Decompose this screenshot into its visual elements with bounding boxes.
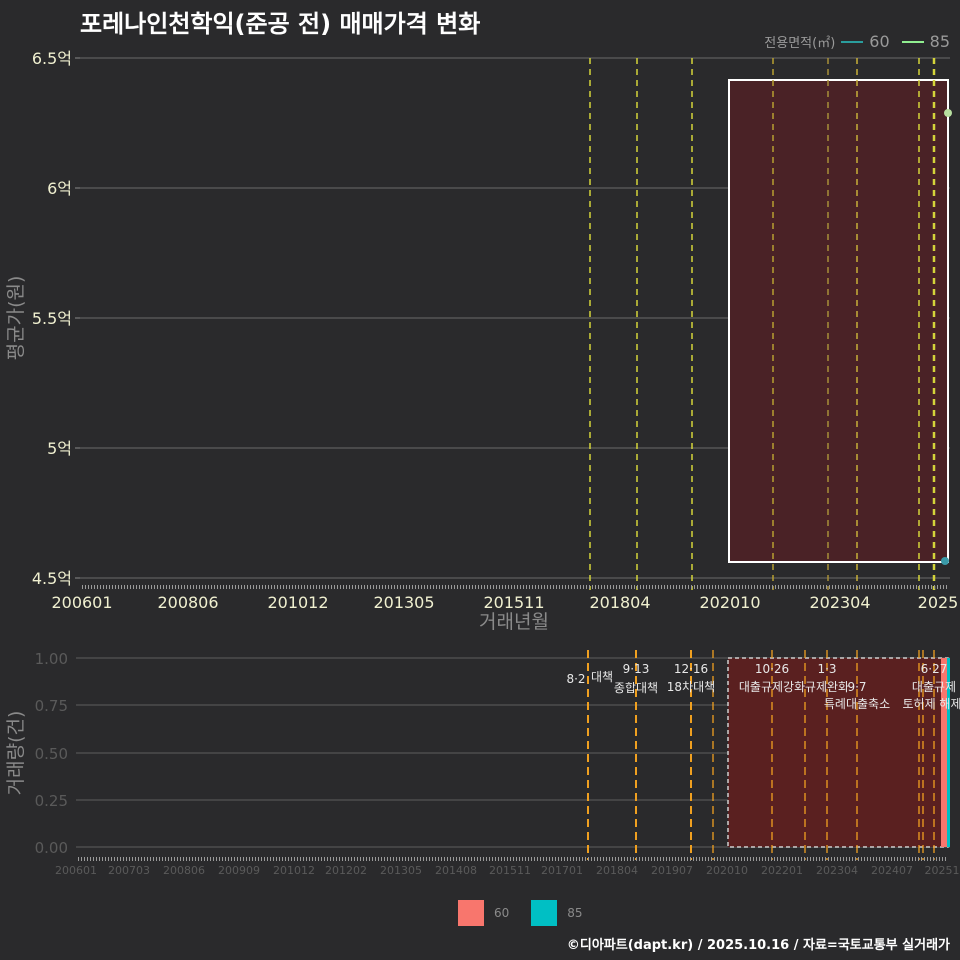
- svg-text:200703: 200703: [108, 864, 150, 877]
- bar-60[interactable]: [941, 658, 947, 847]
- svg-text:201305: 201305: [373, 593, 434, 612]
- annotation-label-8-2: 대책: [591, 669, 613, 684]
- y-tick-6-5: 6.5억: [32, 49, 72, 68]
- svg-text:202010: 202010: [699, 593, 760, 612]
- legend-bottom-label-60: 60: [494, 906, 510, 920]
- bottom-legend: 60 85: [458, 900, 583, 926]
- y-tick-5-5: 5.5억: [32, 309, 72, 328]
- price-highlight-rect: [728, 79, 949, 563]
- legend-area: 전용면적(㎡) 60 85: [764, 32, 950, 51]
- annotation-date-9-13: 9·13: [623, 662, 650, 676]
- svg-text:201012: 201012: [273, 864, 315, 877]
- annotation-date-1-3: 1·3: [817, 662, 836, 676]
- svg-text:201511: 201511: [483, 593, 544, 612]
- volume-policy-lines: [587, 650, 935, 860]
- point-85[interactable]: [944, 109, 952, 117]
- svg-text:202304: 202304: [816, 864, 858, 877]
- volume-chart: 1.00 0.75 0.50 0.25 0.00 거래량(건): [5, 650, 960, 877]
- y-tick-4-5: 4.5억: [32, 569, 72, 588]
- annotation-date-6-27: 6·27: [921, 662, 948, 676]
- svg-text:201511: 201511: [489, 864, 531, 877]
- annotation-date-9-7: 9·7: [847, 680, 866, 694]
- svg-text:202010: 202010: [706, 864, 748, 877]
- svg-text:0.00: 0.00: [35, 839, 68, 857]
- chart-title: 포레나인천학익(준공 전) 매매가격 변화: [80, 10, 481, 38]
- svg-text:201804: 201804: [596, 864, 638, 877]
- svg-text:201012: 201012: [267, 593, 328, 612]
- source-credit: ©디아파트(dapt.kr) / 2025.10.16 / 자료=국토교통부 실…: [566, 938, 950, 953]
- annotation-label-1-3: 규제완화: [805, 680, 849, 694]
- legend-swatch-60: [841, 40, 864, 43]
- annotation-label-6-27: 대출규제: [912, 680, 956, 694]
- svg-text:200806: 200806: [157, 593, 218, 612]
- policy-annotations: 8·2 대책 9·13 종합대책 12·16 18차대책 10·26 대출규제강…: [566, 662, 960, 711]
- annotation-label-12-16: 18차대책: [667, 679, 715, 694]
- y-tick-6: 6억: [47, 179, 72, 198]
- svg-text:201408: 201408: [435, 864, 477, 877]
- bar-85[interactable]: [947, 658, 950, 847]
- price-y-labels: 6.5억 6억 5.5억 5억 4.5억: [32, 49, 72, 588]
- svg-text:200601: 200601: [51, 593, 112, 612]
- svg-text:202201: 202201: [761, 864, 803, 877]
- price-x-axis-title: 거래년월: [479, 611, 549, 633]
- volume-x-labels: 200601 200703 200806 200909 201012 20120…: [55, 864, 960, 877]
- volume-y-axis-title: 거래량(건): [5, 711, 27, 796]
- svg-text:1.00: 1.00: [35, 650, 68, 668]
- price-policy-lines: [589, 58, 936, 590]
- svg-text:202407: 202407: [871, 864, 913, 877]
- price-y-axis-title: 평균가(원): [5, 276, 27, 361]
- annotation-label-9-7: 특례대출축소: [824, 697, 890, 711]
- svg-text:0.50: 0.50: [35, 745, 68, 763]
- legend-title: 전용면적(㎡): [764, 36, 836, 51]
- svg-text:202304: 202304: [809, 593, 870, 612]
- svg-text:201305: 201305: [380, 864, 422, 877]
- annotation-label-9-13: 종합대책: [614, 680, 658, 695]
- svg-text:200601: 200601: [55, 864, 97, 877]
- svg-text:201202: 201202: [325, 864, 367, 877]
- svg-text:200909: 200909: [218, 864, 260, 877]
- annotation-date-10-26: 10·26: [755, 662, 789, 676]
- y-tick-5: 5억: [47, 439, 72, 458]
- annotation-label-10-26: 대출규제강화: [739, 680, 805, 694]
- volume-highlight-rect: [727, 657, 949, 848]
- annotation-label-toheoje: 토허제 해제: [902, 697, 960, 711]
- price-chart: 6.5억 6억 5.5억 5억 4.5억 평균가(원) 2: [5, 49, 958, 633]
- price-x-labels: 200601 200806 201012 201305 201511 20180…: [51, 593, 958, 612]
- point-60[interactable]: [941, 557, 949, 565]
- svg-text:200806: 200806: [163, 864, 205, 877]
- svg-text:201907: 201907: [651, 864, 693, 877]
- svg-text:20251: 20251: [925, 864, 960, 877]
- svg-text:2025: 2025: [918, 593, 959, 612]
- annotation-date-12-16: 12·16: [674, 662, 708, 676]
- svg-text:0.75: 0.75: [35, 697, 68, 715]
- legend-box-85: [531, 900, 558, 926]
- svg-text:0.25: 0.25: [35, 792, 68, 810]
- legend-swatch-85: [901, 40, 924, 43]
- legend-label-60: 60: [869, 32, 890, 51]
- volume-y-labels: 1.00 0.75 0.50 0.25 0.00: [35, 650, 68, 857]
- legend-label-85: 85: [929, 32, 950, 51]
- svg-text:201701: 201701: [541, 864, 583, 877]
- legend-box-60: [458, 900, 484, 926]
- legend-bottom-label-85: 85: [567, 906, 583, 920]
- svg-text:201804: 201804: [589, 593, 650, 612]
- annotation-date-8-2: 8·2: [566, 672, 585, 686]
